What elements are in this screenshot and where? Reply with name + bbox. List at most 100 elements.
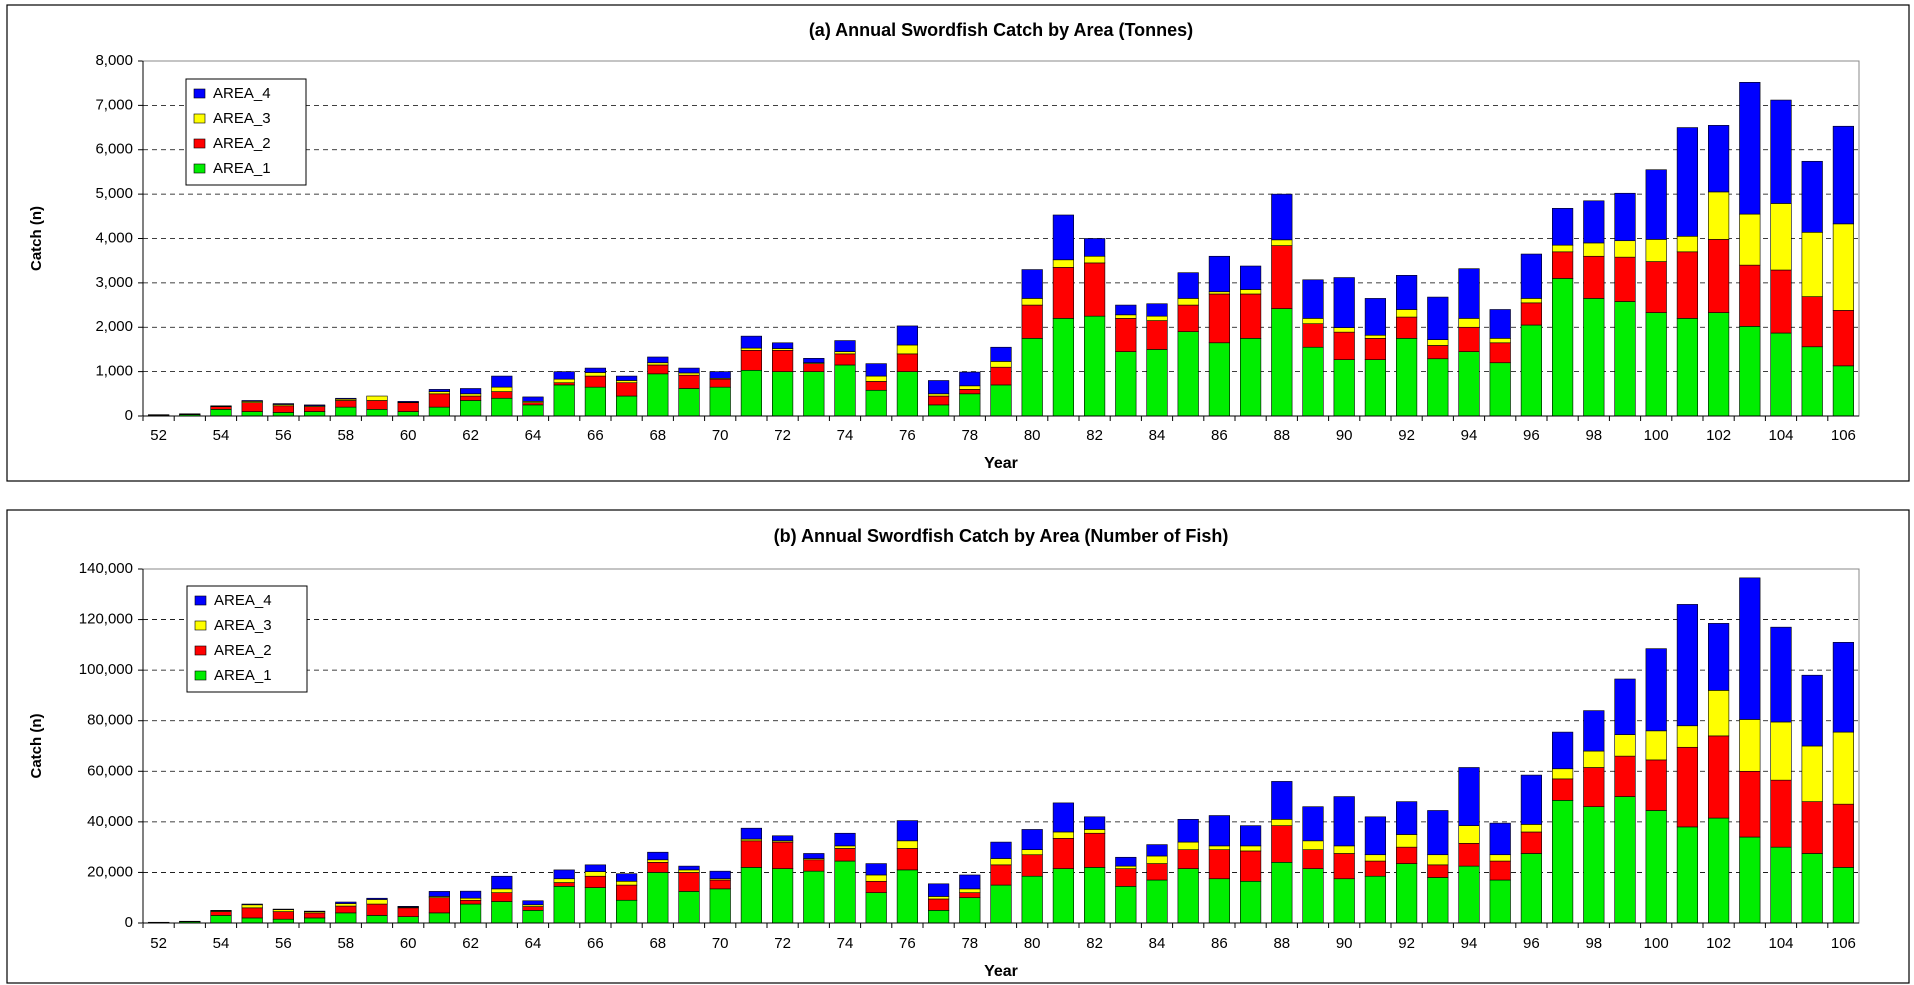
bar-segment	[865, 892, 887, 924]
bar-segment	[709, 386, 731, 417]
legend-label: AREA_2	[213, 135, 271, 152]
legend-box	[186, 585, 308, 693]
bar-segment	[834, 848, 856, 862]
bar-segment	[1021, 269, 1043, 299]
bar-segment	[1832, 642, 1854, 733]
bar-segment	[397, 907, 419, 917]
bar-segment	[928, 395, 950, 406]
bar-segment	[896, 820, 918, 842]
bar-segment	[1271, 825, 1293, 863]
bar-segment	[1583, 806, 1605, 924]
bar-segment	[616, 395, 638, 417]
legend-label: AREA_1	[214, 667, 272, 684]
x-tick-label: 102	[1706, 427, 1731, 444]
bar-segment	[1021, 829, 1043, 850]
x-tick-label: 70	[712, 427, 729, 444]
bar-segment	[366, 400, 388, 410]
bar-segment	[1739, 82, 1761, 215]
bar-segment	[834, 353, 856, 366]
x-tick-label: 104	[1768, 427, 1793, 444]
bar-segment	[772, 371, 794, 417]
bar-segment	[1458, 865, 1480, 924]
bar-segment	[1583, 255, 1605, 299]
bar-segment	[428, 406, 450, 417]
bar-segment	[1708, 623, 1730, 691]
bar-segment	[1333, 853, 1355, 880]
bar-segment	[491, 888, 513, 893]
bar-segment	[584, 375, 606, 388]
bar-segment	[522, 404, 544, 417]
bar-segment	[1333, 878, 1355, 924]
bar-segment	[553, 371, 575, 380]
bar-segment	[1614, 678, 1636, 735]
legend-swatch	[194, 645, 207, 656]
bar-segment	[1146, 855, 1168, 864]
y-tick-label: 60,000	[87, 762, 133, 779]
bar-segment	[1302, 279, 1324, 319]
bar-segment	[1396, 846, 1418, 864]
y-tick-label: 120,000	[79, 611, 133, 628]
bar-segment	[1084, 832, 1106, 868]
bar-segment	[272, 909, 294, 912]
bar-segment	[616, 884, 638, 901]
bar-segment	[928, 896, 950, 900]
bar-segment	[1645, 312, 1667, 417]
bar-segment	[1084, 829, 1106, 834]
bar-segment	[990, 366, 1012, 386]
y-tick-label: 20,000	[87, 863, 133, 880]
bar-segment	[1832, 731, 1854, 805]
bar-segment	[1302, 806, 1324, 842]
bar-segment	[616, 899, 638, 924]
x-tick-label: 54	[213, 935, 230, 952]
x-tick-label: 80	[1024, 935, 1041, 952]
bar-segment	[584, 367, 606, 373]
bar-segment	[1208, 878, 1230, 924]
bar-segment	[1177, 331, 1199, 417]
bar-segment	[1520, 853, 1542, 924]
chart-title: (b) Annual Swordfish Catch by Area (Numb…	[774, 526, 1229, 546]
y-tick-label: 40,000	[87, 813, 133, 830]
bar-segment	[522, 396, 544, 402]
bar-segment	[803, 870, 825, 924]
bar-segment	[1739, 264, 1761, 327]
y-tick-label: 80,000	[87, 712, 133, 729]
bar-segment	[1583, 750, 1605, 768]
bar-segment	[304, 406, 326, 412]
bar-segment	[522, 906, 544, 911]
bar-segment	[647, 851, 669, 861]
bar-segment	[1739, 719, 1761, 772]
bar-segment	[865, 381, 887, 391]
y-tick-label: 100,000	[79, 661, 133, 678]
y-tick-label: 0	[125, 407, 133, 424]
chart-title: (a) Annual Swordfish Catch by Area (Tonn…	[809, 20, 1193, 40]
bar-segment	[678, 865, 700, 871]
bar-segment	[678, 872, 700, 892]
bar-segment	[1052, 837, 1074, 869]
bar-segment	[959, 892, 981, 899]
x-tick-label: 104	[1768, 935, 1793, 952]
bar-segment	[1146, 844, 1168, 857]
bar-segment	[1271, 781, 1293, 820]
bar-segment	[335, 397, 357, 400]
bar-segment	[1770, 332, 1792, 417]
bar-segment	[1458, 825, 1480, 844]
bar-segment	[584, 871, 606, 877]
bar-segment	[1021, 849, 1043, 856]
bar-segment	[1552, 208, 1574, 246]
bar-segment	[366, 897, 388, 900]
x-tick-label: 94	[1461, 427, 1478, 444]
bar-segment	[990, 841, 1012, 859]
bar-segment	[210, 910, 232, 912]
bar-segment	[865, 389, 887, 417]
x-tick-label: 84	[1149, 427, 1166, 444]
bar-segment	[1458, 843, 1480, 867]
bar-segment	[616, 380, 638, 384]
bar-segment	[366, 915, 388, 924]
bar-segment	[1739, 577, 1761, 720]
legend-label: AREA_3	[214, 617, 272, 634]
x-tick-label: 106	[1831, 427, 1856, 444]
bar-segment	[1208, 849, 1230, 880]
bar-segment	[1364, 860, 1386, 877]
bar-segment	[678, 891, 700, 924]
